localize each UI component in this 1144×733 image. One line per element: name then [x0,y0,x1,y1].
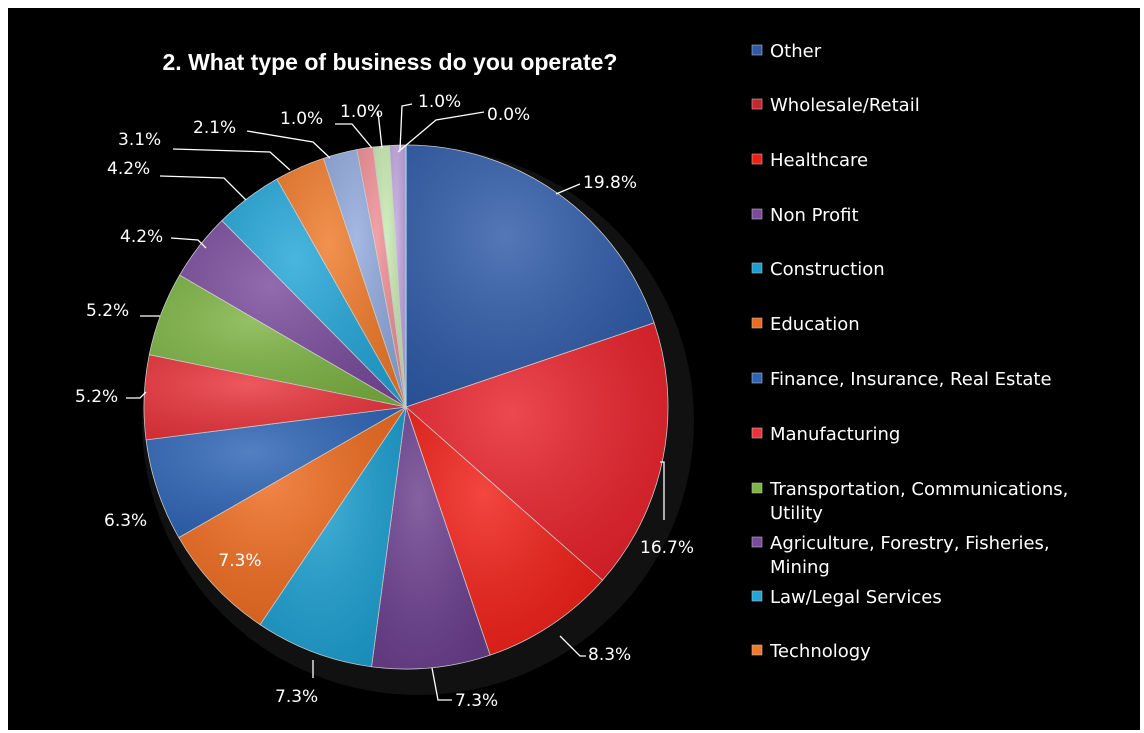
legend-item-transportation-communications-utility: Transportation, Communications, Utility [751,479,1068,524]
data-label-unlabeled-13: 1.0% [280,109,323,129]
data-label-transportation-communications-utility: 5.2% [86,301,129,321]
slice-gloss-finance-insurance-real-estate [146,407,406,538]
data-label-finance-insurance-real-estate: 6.3% [104,511,147,531]
slice-gloss-unlabeled-13 [356,147,406,407]
slice-gloss-healthcare [406,407,603,656]
leader-line [397,111,485,153]
leader-line [126,391,147,399]
legend-label: Wholesale/Retail [770,95,920,116]
data-label-non-profit: 7.3% [455,691,498,711]
legend-label: Healthcare [770,150,868,171]
legend-label: Agriculture, Forestry, Fisheries, Mining [770,533,1050,578]
legend-item-non-profit: Non Profit [751,205,859,226]
data-label-law-legal-services: 4.2% [107,159,150,179]
legend-item-construction: Construction [751,259,885,280]
legend-item-healthcare: Healthcare [751,150,868,171]
data-label-agriculture-forestry-fisheries-mining: 4.2% [120,227,163,247]
legend-item-law-legal-services: Law/Legal Services [751,587,942,608]
legend-label: Non Profit [770,205,859,226]
data-label-other: 19.8% [583,173,637,193]
legend-label: Manufacturing [770,424,900,445]
slice-gloss-education [178,407,406,625]
leader-line [660,461,665,520]
legend-item-wholesale-retail: Wholesale/Retail [751,95,920,116]
data-label-wholesale-retail: 16.7% [640,538,694,558]
slice-gloss-law-legal-services [221,179,406,407]
slice-gloss-transportation-communications-utility [149,275,406,407]
legend-swatch [751,208,763,220]
legend-swatch [751,153,763,165]
slice-gloss-non-profit [371,407,491,669]
slice-gloss-unlabeled-15 [389,145,406,407]
data-label-unlabeled-12: 2.1% [193,118,236,138]
legend-swatch [751,44,763,56]
data-label-construction: 7.3% [275,687,318,707]
legend-label: Construction [770,259,885,280]
leader-line [170,237,207,249]
data-label-manufacturing: 5.2% [75,387,118,407]
chart-title: 2. What type of business do you operate? [163,49,618,75]
legend-swatch [751,536,763,548]
legend-swatch [751,262,763,274]
legend-item-technology: Technology [751,641,871,662]
legend-label: Law/Legal Services [770,587,942,608]
slice-gloss-wholesale-retail [406,322,669,581]
slice-gloss-agriculture-forestry-fisheries-mining [179,220,406,407]
leader-line [377,111,383,149]
leader-line [246,130,331,159]
leader-line [172,148,291,171]
data-label-technology: 3.1% [118,130,161,150]
leader-line [335,123,373,149]
legend: Other Wholesale/Retail Healthcare Non Profi… [751,41,1068,662]
slice-gloss-construction [260,407,406,667]
data-label-healthcare: 8.3% [588,645,631,665]
legend-label: Education [770,314,860,335]
legend-item-agriculture-forestry-fisheries-mining: Agriculture, Forestry, Fisheries, Mining [751,533,1050,578]
legend-label: Transportation, Communications, Utility [769,479,1068,524]
legend-item-finance-insurance-real-estate: Finance, Insurance, Real Estate [751,369,1052,390]
data-labels: 19.8% 16.7% 8.3% 7.3% 7.3% 7.3% 6.3% 5.2% 5.2% 4.… [75,92,694,711]
legend-item-other: Other [751,41,822,62]
slice-gloss-technology [276,158,406,407]
leader-line [159,175,247,201]
slice-gloss-unlabeled-14 [373,145,406,407]
leader-line [555,183,581,195]
pie-slices [143,144,669,670]
legend-item-manufacturing: Manufacturing [751,424,900,445]
legend-swatch [751,427,763,439]
leader-line [431,667,452,701]
legend-item-education: Education [751,314,860,335]
slice-gloss-unlabeled-12 [323,149,406,407]
legend-swatch [751,644,763,656]
legend-label: Technology [769,641,871,662]
legend-label: Finance, Insurance, Real Estate [770,369,1052,390]
data-label-unlabeled-16: 0.0% [487,105,530,125]
data-label-unlabeled-15: 1.0% [418,92,461,112]
data-label-unlabeled-14: 1.0% [340,102,383,122]
leader-line [559,635,586,657]
legend-swatch [751,317,763,329]
slice-gloss-other [406,145,655,407]
legend-swatch [751,482,763,494]
data-label-education: 7.3% [218,551,261,571]
legend-swatch [751,590,763,602]
legend-swatch [751,98,763,110]
leader-line [399,103,413,151]
slice-gloss-manufacturing [144,354,406,440]
legend-swatch [751,372,763,384]
legend-label: Other [770,41,822,62]
